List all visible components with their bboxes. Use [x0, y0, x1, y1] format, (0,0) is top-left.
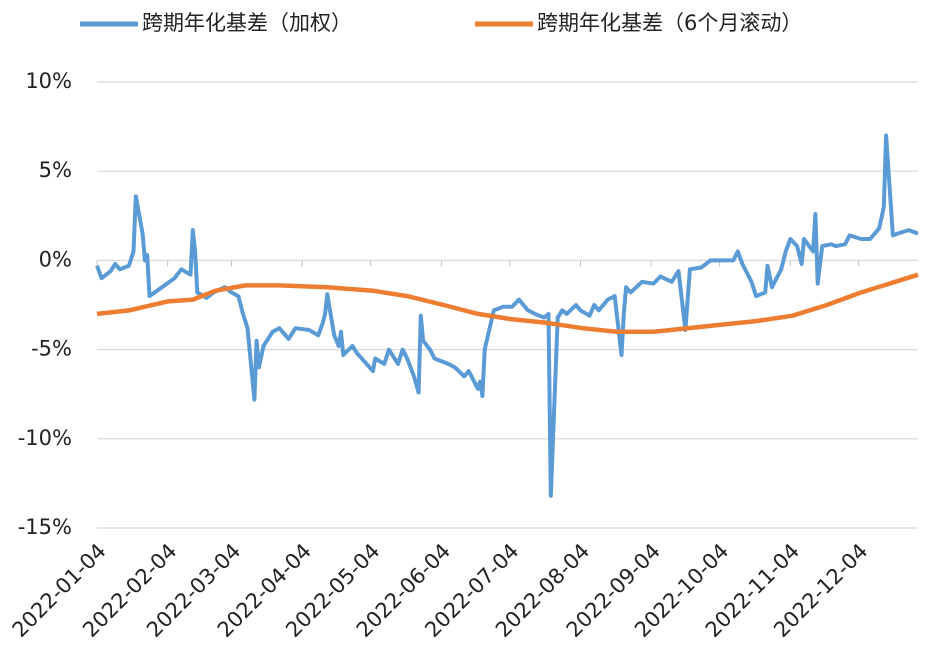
series-line	[96, 272, 919, 335]
y-tick-label: -5%	[31, 337, 72, 361]
y-tick-label: -10%	[18, 426, 72, 450]
series-line	[95, 133, 919, 498]
y-tick-label: 5%	[39, 158, 72, 182]
legend-label: 跨期年化基差（6个月滚动）	[537, 11, 802, 35]
y-tick-label: 10%	[25, 69, 72, 93]
y-tick-label: 0%	[39, 247, 72, 271]
y-tick-label: -15%	[18, 515, 72, 539]
legend-label: 跨期年化基差（加权）	[142, 11, 352, 35]
